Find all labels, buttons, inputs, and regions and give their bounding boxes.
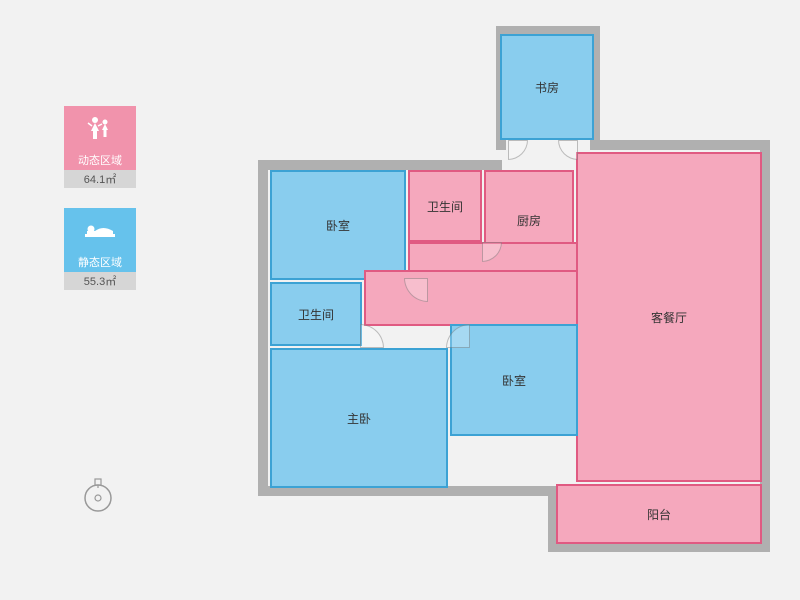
room-label: 卧室	[326, 217, 350, 234]
legend-dynamic: 动态区域 64.1㎡	[64, 106, 136, 188]
door-swing	[508, 140, 528, 160]
room-label: 主卧	[347, 410, 371, 427]
people-icon	[64, 106, 136, 150]
room-living: 客餐厅	[576, 152, 762, 482]
wall-segment	[590, 140, 770, 150]
wall-segment	[258, 160, 502, 170]
legend-static-label: 静态区域	[64, 252, 136, 272]
room-bedroom1: 卧室	[270, 170, 406, 280]
legend-static: 静态区域 55.3㎡	[64, 208, 136, 290]
door-swing	[360, 324, 384, 348]
compass-icon	[78, 476, 118, 516]
room-label: 卧室	[502, 372, 526, 389]
legend-panel: 动态区域 64.1㎡ 静态区域 55.3㎡	[64, 106, 136, 310]
room-label: 阳台	[647, 506, 671, 523]
room-hallway	[364, 270, 578, 326]
legend-static-value: 55.3㎡	[64, 272, 136, 290]
door-swing	[558, 140, 578, 160]
room-label: 卫生间	[427, 198, 463, 215]
room-study: 书房	[500, 34, 594, 140]
wall-segment	[258, 160, 268, 496]
room-label: 书房	[535, 79, 559, 96]
room-label: 客餐厅	[651, 309, 687, 326]
room-master: 主卧	[270, 348, 448, 488]
legend-dynamic-label: 动态区域	[64, 150, 136, 170]
room-bath2: 卫生间	[270, 282, 362, 346]
floor-plan: 书房卧室卫生间厨房客餐厅卫生间卧室主卧阳台	[258, 26, 774, 574]
room-balcony: 阳台	[556, 484, 762, 544]
sleep-icon	[64, 208, 136, 252]
room-label: 卫生间	[298, 306, 334, 323]
legend-dynamic-value: 64.1㎡	[64, 170, 136, 188]
room-label: 厨房	[517, 212, 541, 229]
room-bath1: 卫生间	[408, 170, 482, 242]
